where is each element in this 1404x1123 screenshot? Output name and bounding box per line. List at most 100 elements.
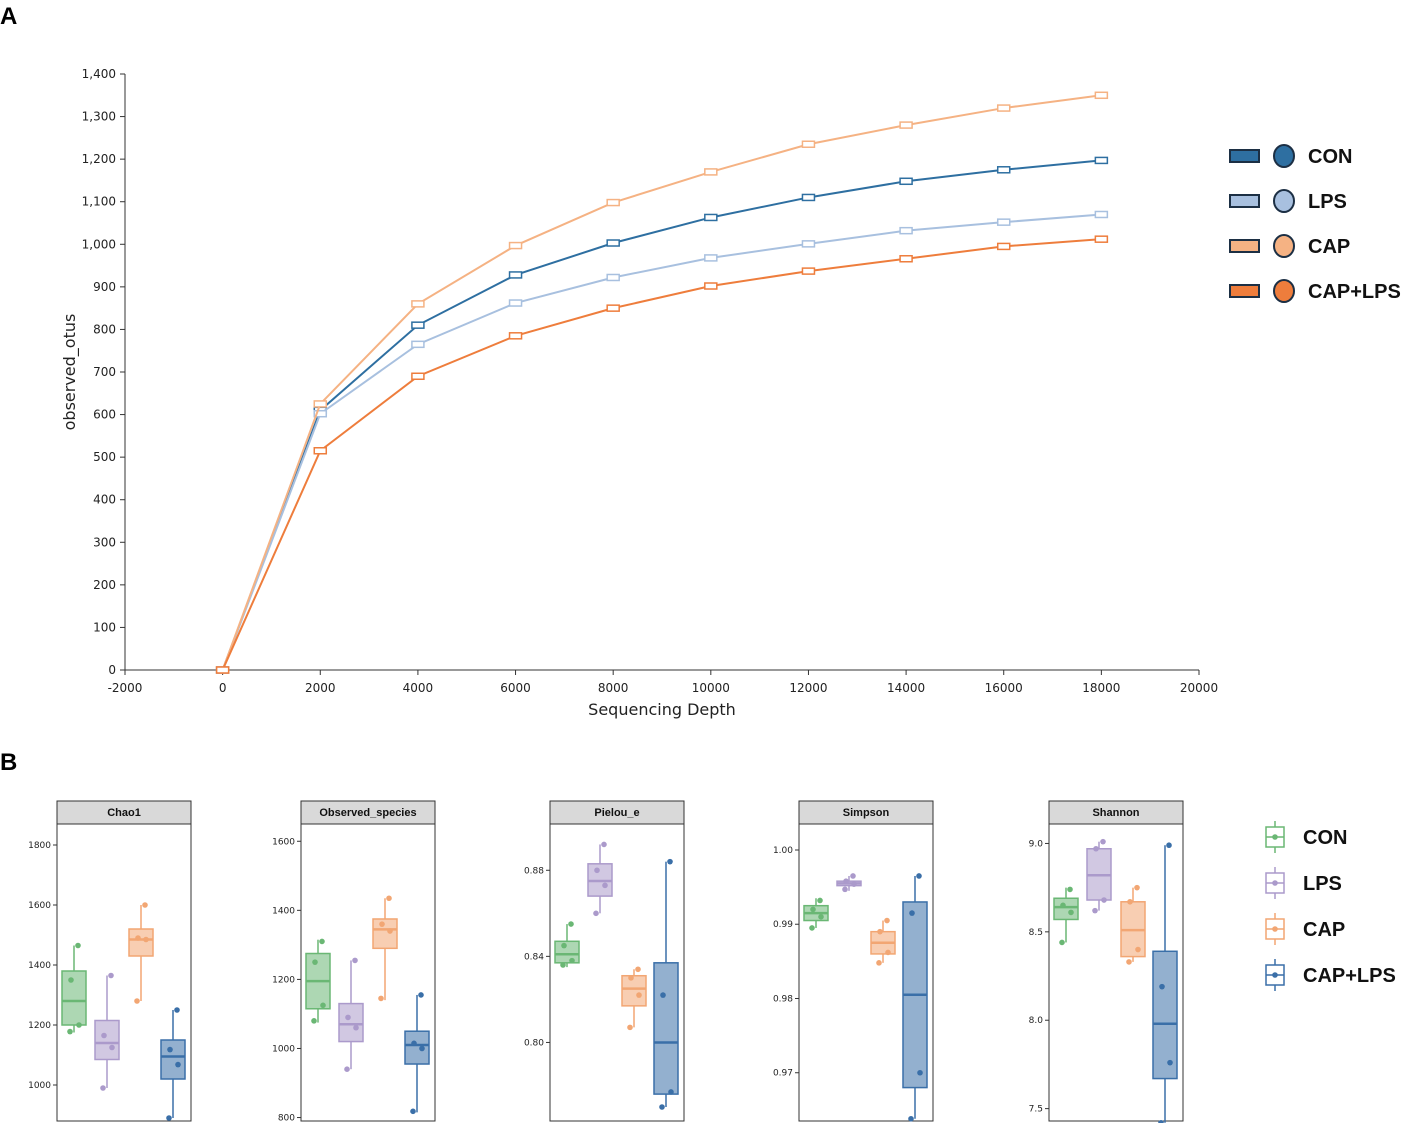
data-point-cap-plus-lps xyxy=(606,304,620,312)
data-point xyxy=(568,921,574,927)
data-point xyxy=(1100,838,1106,845)
data-point xyxy=(134,998,140,1004)
data-point xyxy=(108,972,114,979)
facet-simpson: Simpson 0.97 0.98 0.99 1.00 xyxy=(773,800,934,1122)
facet-title: Chao1 xyxy=(107,807,141,819)
data-point-con xyxy=(899,177,913,186)
legend-marker-cap-plus-lps xyxy=(1273,279,1295,303)
data-point xyxy=(809,925,815,931)
data-point xyxy=(876,960,882,966)
data-point xyxy=(142,902,148,908)
data-point-cap xyxy=(1094,91,1109,100)
legend-dot xyxy=(1272,880,1278,886)
data-point xyxy=(387,928,393,934)
y-tick-label: 800 xyxy=(278,1114,295,1123)
data-point xyxy=(100,1085,106,1091)
legend-label: CON xyxy=(1303,827,1347,849)
legend-label-lps: LPS xyxy=(1308,191,1347,213)
data-point xyxy=(1060,902,1066,909)
data-point xyxy=(877,928,883,935)
data-point xyxy=(569,957,575,964)
box-iqr xyxy=(128,928,154,957)
y-tick-label: 0.97 xyxy=(773,1069,793,1079)
data-point xyxy=(602,882,608,889)
data-point xyxy=(1166,842,1172,849)
y-tick-label: 1600 xyxy=(28,901,51,911)
data-point xyxy=(667,858,673,865)
data-point-lps xyxy=(899,226,913,235)
rarefaction-chart: 0 100 200 300 400 500 600 700 800 900 1,000 1,100 1,… xyxy=(60,67,1218,719)
data-point-cap xyxy=(313,400,328,408)
x-tick-label: 8000 xyxy=(598,681,629,695)
y-tick-label: 1,400 xyxy=(82,67,116,81)
facet-observed-species: Observed_species 800 1000 1200 1400 1600 xyxy=(272,800,436,1123)
data-point xyxy=(635,966,641,973)
data-point xyxy=(109,1044,115,1051)
box-lps xyxy=(338,957,364,1072)
data-point xyxy=(851,881,857,887)
data-point-lps xyxy=(606,273,620,282)
y-tick-label: 500 xyxy=(93,450,116,464)
y-tick-label: 0.99 xyxy=(773,920,793,930)
y-tick-label: 1,000 xyxy=(82,237,116,251)
legend-dot xyxy=(1272,834,1278,840)
box-cap-plus-lps xyxy=(404,992,430,1115)
data-point xyxy=(352,957,358,964)
data-point-cap-plus-lps xyxy=(411,372,425,381)
data-point-con xyxy=(1094,156,1109,165)
y-tick-label: 300 xyxy=(93,535,116,549)
facet-pielou-e: Pielou_e 0.80 0.84 0.88 xyxy=(524,800,685,1122)
box-con xyxy=(1053,886,1079,946)
x-tick-label: 14000 xyxy=(887,681,925,695)
series-line-con xyxy=(221,159,1102,671)
y-tick-label: 0.98 xyxy=(773,994,793,1004)
y-tick-label: 8.0 xyxy=(1029,1016,1044,1026)
legend-label: LPS xyxy=(1303,873,1342,895)
legend-swatch-cap-plus-lps xyxy=(1229,284,1260,298)
box-iqr xyxy=(61,970,87,1026)
data-point-con xyxy=(996,166,1011,174)
data-point xyxy=(601,841,607,848)
y-tick-label: 1200 xyxy=(272,975,295,985)
data-point xyxy=(311,1018,317,1024)
data-point xyxy=(135,935,141,941)
facet-title: Shannon xyxy=(1092,807,1139,819)
data-point-cap-plus-lps xyxy=(508,332,523,340)
data-point-con xyxy=(704,213,718,222)
data-point xyxy=(1159,983,1165,990)
box-cap xyxy=(128,902,154,1004)
data-point xyxy=(175,1061,181,1068)
y-tick-label: 1400 xyxy=(28,961,51,971)
data-point xyxy=(842,886,848,893)
data-point-cap xyxy=(899,121,913,129)
y-tick-label: 0.80 xyxy=(524,1038,544,1048)
data-point-cap-plus-lps xyxy=(801,267,816,275)
data-point xyxy=(560,962,566,968)
legend-label-con: CON xyxy=(1308,146,1352,168)
box-iqr xyxy=(372,918,398,950)
data-point xyxy=(312,959,318,965)
legend-item-lps: LPS xyxy=(1265,867,1342,899)
box-cap xyxy=(372,895,398,1002)
series-line-cap xyxy=(221,94,1102,671)
data-point xyxy=(353,1024,359,1031)
data-point-lps xyxy=(411,340,425,349)
data-point-cap-plus-lps xyxy=(899,255,913,263)
y-tick-label: 800 xyxy=(93,322,116,336)
data-point xyxy=(379,921,385,927)
facet-title: Simpson xyxy=(843,807,890,819)
data-point xyxy=(843,878,849,884)
data-point xyxy=(884,917,890,924)
box-con xyxy=(305,938,331,1024)
legend-label-cap: CAP xyxy=(1308,236,1350,258)
data-point xyxy=(101,1032,107,1039)
facet-shannon: Shannon 7.5 8.0 8.5 9.0 xyxy=(1029,800,1184,1123)
data-point-cap-plus-lps xyxy=(1094,235,1109,243)
data-point xyxy=(908,1115,914,1122)
box-iqr xyxy=(94,1019,120,1061)
y-tick-label: 1200 xyxy=(28,1021,51,1031)
data-point-cap xyxy=(704,168,718,176)
data-point xyxy=(1158,1119,1164,1123)
y-tick-label: 0 xyxy=(108,663,116,677)
data-point xyxy=(411,1040,417,1047)
